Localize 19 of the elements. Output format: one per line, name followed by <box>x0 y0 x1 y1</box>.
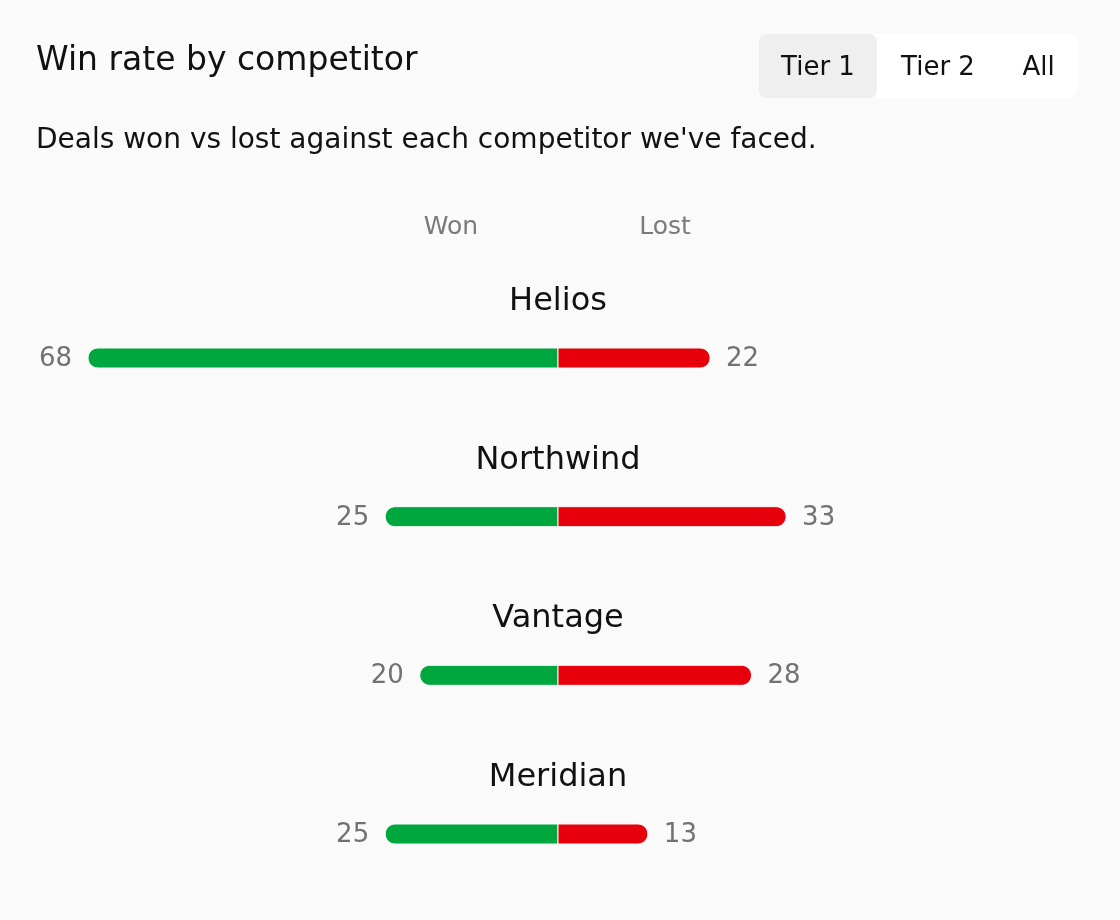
text: Won <box>423 211 479 240</box>
text: Tier 1 <box>780 51 855 81</box>
chart-title: Win rate by competitor <box>36 39 418 78</box>
text: All <box>1022 51 1055 81</box>
y-tick-label: Meridian <box>488 756 628 795</box>
data-label: 22 <box>726 342 760 373</box>
y-tick-label: Northwind <box>475 438 641 477</box>
text: Tier 2 <box>900 51 975 81</box>
text: Lost <box>639 211 691 240</box>
y-tick-label: Helios <box>509 280 607 319</box>
data-label: 25 <box>336 818 370 849</box>
data-label: 13 <box>663 818 697 849</box>
chart-subtitle: Deals won vs lost against each competitor we've faced. <box>36 122 817 155</box>
data-label: 68 <box>38 342 72 373</box>
data-label: 25 <box>336 500 370 531</box>
data-label: 28 <box>767 659 801 690</box>
data-label: 33 <box>802 500 836 531</box>
data-label: 20 <box>370 659 404 690</box>
y-tick-label: Vantage <box>492 597 624 636</box>
